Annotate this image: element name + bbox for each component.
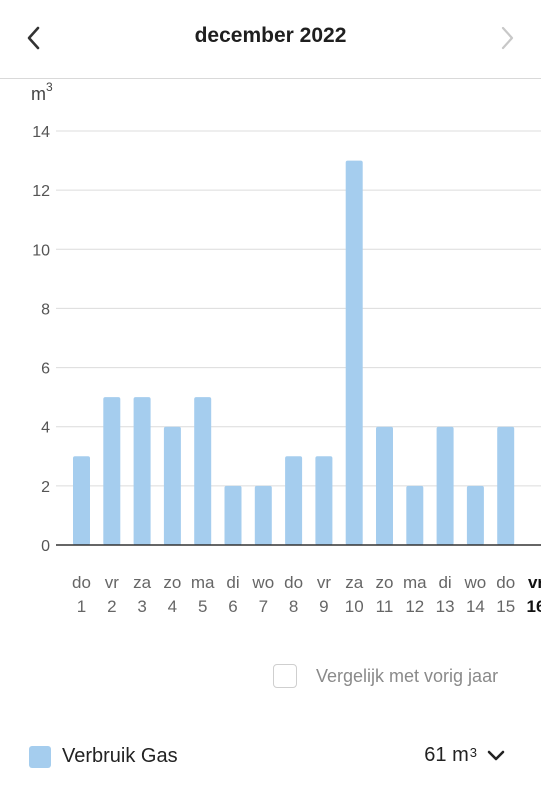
x-tick-day-label: vr bbox=[317, 573, 332, 592]
x-tick-date-label: 6 bbox=[228, 597, 237, 616]
x-tick-date-label: 13 bbox=[436, 597, 455, 616]
bar bbox=[73, 456, 90, 545]
bar bbox=[133, 397, 151, 545]
previous-month-button[interactable] bbox=[14, 18, 54, 58]
bar bbox=[103, 397, 121, 545]
y-tick-label: 8 bbox=[41, 301, 50, 318]
x-tick-date-label: 14 bbox=[466, 597, 485, 616]
x-tick-date-label: 4 bbox=[168, 597, 177, 616]
compare-checkbox[interactable] bbox=[273, 664, 297, 688]
x-tick-date-label: 7 bbox=[259, 597, 268, 616]
legend-swatch bbox=[29, 745, 51, 768]
bar bbox=[466, 485, 484, 545]
x-tick-day-label: do bbox=[496, 573, 515, 592]
header: december 2022 bbox=[0, 0, 541, 79]
x-tick-date-label: 10 bbox=[345, 597, 364, 616]
x-tick-day-label: za bbox=[133, 573, 152, 592]
bar bbox=[345, 160, 363, 546]
x-tick-date-label: 1 bbox=[77, 597, 86, 616]
usage-bar-chart: 0 2 4 6 8 10 12 14 do 1 vr 2 za 3 zo 4 ma 5 di 6 wo 7 do 8 vr 9 za… bbox=[32, 124, 541, 616]
x-tick-day-label: ma bbox=[403, 573, 427, 592]
legend: Verbruik Gas bbox=[29, 745, 178, 768]
bar bbox=[315, 456, 333, 545]
y-tick-label: 4 bbox=[41, 420, 50, 437]
x-tick-day-label: vr bbox=[105, 573, 120, 592]
chevron-left-icon bbox=[27, 26, 40, 50]
x-tick-day-label: do bbox=[284, 573, 303, 592]
x-tick-date-label: 5 bbox=[198, 597, 207, 616]
y-axis-unit: m3 bbox=[31, 80, 53, 104]
compare-label: Vergelijk met vorig jaar bbox=[316, 665, 499, 686]
bar bbox=[194, 397, 212, 545]
page-title: december 2022 bbox=[194, 24, 347, 47]
total-unit-sup: 3 bbox=[469, 745, 477, 760]
x-tick-date-label: 9 bbox=[319, 597, 328, 616]
x-tick-day-label: zo bbox=[163, 573, 181, 592]
x-tick-date-label: 8 bbox=[289, 597, 298, 616]
y-tick-label: 14 bbox=[32, 124, 50, 141]
y-tick-label: 6 bbox=[41, 361, 50, 378]
x-tick-day-label: di bbox=[226, 573, 239, 592]
bar bbox=[224, 485, 242, 545]
y-tick-label: 12 bbox=[32, 183, 50, 200]
bar bbox=[406, 485, 424, 545]
x-tick-day-label: vr bbox=[528, 573, 541, 592]
legend-label: Verbruik Gas bbox=[62, 745, 178, 767]
bar bbox=[254, 485, 272, 545]
x-tick-date-label: 3 bbox=[137, 597, 146, 616]
bar bbox=[436, 426, 454, 545]
chevron-right-icon bbox=[501, 26, 514, 50]
y-tick-label: 2 bbox=[41, 479, 50, 496]
bar bbox=[163, 426, 181, 545]
bar bbox=[497, 426, 515, 545]
x-tick-date-label: 15 bbox=[496, 597, 515, 616]
bar bbox=[376, 426, 393, 545]
y-tick-label: 10 bbox=[32, 242, 50, 259]
x-tick-date-label: 2 bbox=[107, 597, 116, 616]
compare-previous-year-toggle[interactable]: Vergelijk met vorig jaar bbox=[273, 664, 498, 688]
y-tick-label: 0 bbox=[41, 538, 50, 555]
x-tick-day-label: wo bbox=[464, 573, 487, 592]
total-value: 61 m bbox=[424, 744, 469, 766]
chevron-down-icon[interactable] bbox=[487, 750, 505, 762]
x-tick-date-label: 12 bbox=[405, 597, 424, 616]
x-tick-date-label: 16 bbox=[527, 597, 541, 616]
x-tick-day-label: wo bbox=[251, 573, 274, 592]
next-month-button[interactable] bbox=[487, 18, 527, 58]
bar bbox=[285, 456, 303, 545]
x-tick-day-label: za bbox=[345, 573, 364, 592]
x-tick-day-label: di bbox=[438, 573, 451, 592]
x-tick-date-label: 11 bbox=[376, 597, 394, 616]
x-tick-day-label: ma bbox=[191, 573, 215, 592]
x-tick-day-label: do bbox=[72, 573, 91, 592]
x-tick-day-label: zo bbox=[376, 573, 394, 592]
